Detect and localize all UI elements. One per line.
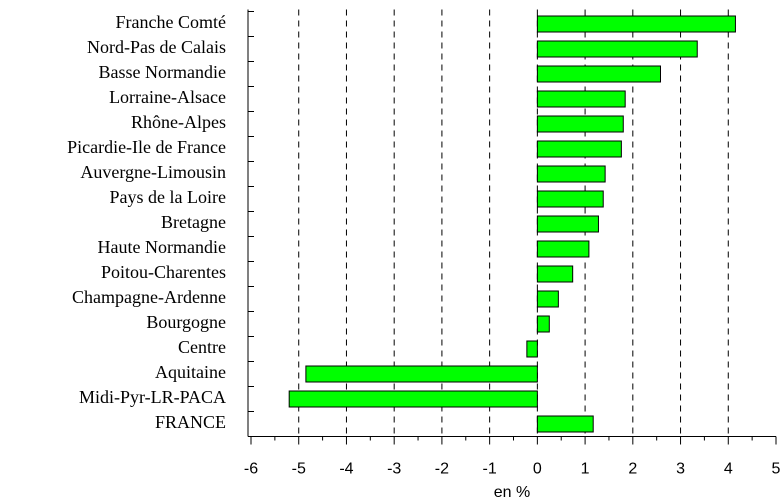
- bar: [536, 165, 606, 183]
- bar: [536, 240, 590, 258]
- y-tick-label: Basse Normandie: [99, 62, 226, 82]
- x-tick-label: 1: [581, 461, 590, 478]
- x-tick-label: 2: [628, 461, 637, 478]
- y-tick-label: FRANCE: [155, 412, 226, 432]
- y-tick-label: Poitou-Charentes: [101, 262, 226, 282]
- bar: [305, 365, 538, 383]
- x-tick-label: -5: [292, 461, 306, 478]
- y-tick-label: Lorraine-Alsace: [109, 87, 226, 107]
- x-tick-label: 5: [772, 461, 781, 478]
- y-tick-label: Midi-Pyr-LR-PACA: [79, 387, 226, 407]
- bar: [536, 40, 698, 58]
- bar: [536, 265, 574, 283]
- x-axis-label: en %: [494, 484, 530, 501]
- bar: [536, 190, 604, 208]
- y-tick-label: Franche Comté: [116, 12, 226, 32]
- bar: [536, 290, 559, 308]
- x-tick-label: -1: [483, 461, 497, 478]
- bar: [536, 90, 626, 108]
- x-tick-label: 0: [533, 461, 542, 478]
- bar: [536, 65, 662, 83]
- bar: [536, 115, 624, 133]
- y-tick-label: Auvergne-Limousin: [80, 162, 226, 182]
- y-tick-label: Nord-Pas de Calais: [87, 37, 226, 57]
- bar: [536, 415, 594, 433]
- y-tick-label: Aquitaine: [155, 362, 226, 382]
- bar: [526, 340, 538, 358]
- y-tick-label: Pays de la Loire: [110, 187, 226, 207]
- y-tick-label: Champagne-Ardenne: [72, 287, 226, 307]
- y-tick-label: Rhône-Alpes: [131, 112, 226, 132]
- x-tick-label: -4: [339, 461, 353, 478]
- y-tick-label: Centre: [178, 337, 226, 357]
- x-tick-label: -6: [244, 461, 258, 478]
- y-tick-label: Bretagne: [161, 212, 226, 232]
- bar: [536, 315, 550, 333]
- x-tick-label: -3: [387, 461, 401, 478]
- y-tick-label: Haute Normandie: [98, 237, 226, 257]
- bar: [536, 15, 736, 33]
- x-tick-label: 3: [676, 461, 685, 478]
- x-tick-label: -2: [435, 461, 449, 478]
- y-tick-label: Bourgogne: [146, 312, 226, 332]
- bar: [288, 390, 538, 408]
- y-tick-label: Picardie-Ile de France: [67, 137, 226, 157]
- bar: [536, 140, 622, 158]
- bar: [536, 215, 599, 233]
- x-tick-label: 4: [724, 461, 733, 478]
